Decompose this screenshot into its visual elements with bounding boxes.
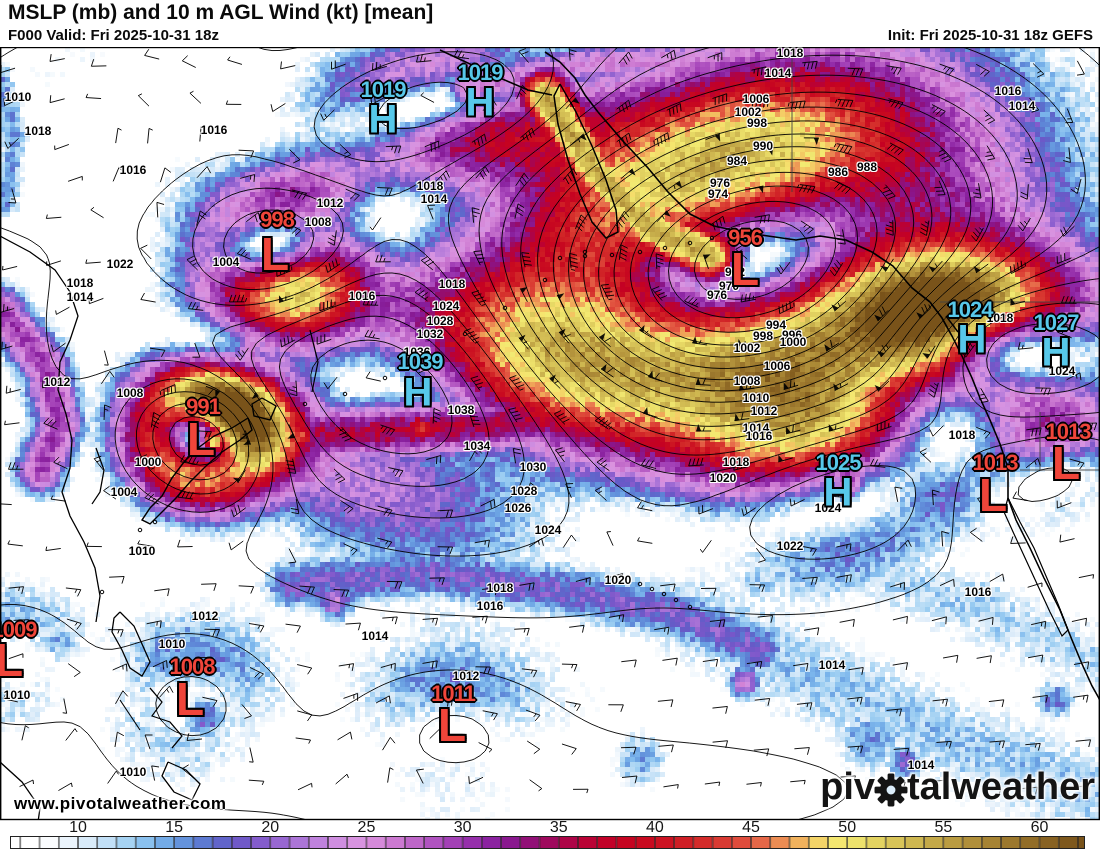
header-bar: MSLP (mb) and 10 m AGL Wind (kt) [mean] … [0, 0, 1100, 47]
logo-text-pre: piv [820, 766, 876, 808]
logo-text-word2: weather [951, 766, 1095, 808]
gear-icon [874, 773, 908, 806]
colorbar-tick: 10 [69, 819, 87, 836]
colorbar-tick: 15 [165, 819, 184, 836]
logo-text-post: tal [907, 766, 952, 808]
colorbar-tick: 50 [838, 819, 857, 836]
pivotal-weather-logo: piv tal weather [820, 766, 1095, 809]
init-time-label: Init: Fri 2025-10-31 18z GEFS [887, 27, 1093, 44]
colorbar-tick: 55 [934, 819, 953, 836]
colorbar-tick: 40 [645, 819, 664, 836]
colorbar-tick: 20 [261, 819, 280, 836]
colorbar-tick: 45 [742, 819, 760, 836]
colorbar-tick: 60 [1030, 819, 1049, 836]
colorbar-tick: 35 [549, 819, 568, 836]
colorbar-tick-row: 10 15 20 25 30 35 40 45 50 55 60 [0, 819, 1100, 836]
watermark: www.pivotalweather.com [14, 794, 227, 813]
map-title: MSLP (mb) and 10 m AGL Wind (kt) [mean] [8, 1, 434, 24]
colorbar-tick: 30 [453, 819, 472, 836]
colorbar-tick: 25 [357, 819, 376, 836]
valid-time-label: F000 Valid: Fri 2025-10-31 18z [8, 27, 219, 44]
